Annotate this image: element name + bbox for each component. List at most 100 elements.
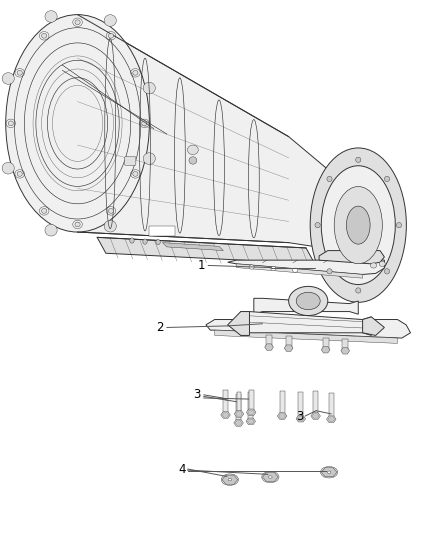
Bar (236, 394, 241, 423)
Polygon shape (247, 409, 256, 416)
Ellipse shape (104, 220, 117, 232)
Ellipse shape (143, 153, 155, 165)
Polygon shape (234, 410, 244, 417)
Ellipse shape (45, 11, 57, 22)
Ellipse shape (315, 222, 320, 228)
Polygon shape (284, 345, 293, 351)
Ellipse shape (104, 15, 117, 26)
Polygon shape (321, 467, 337, 477)
Ellipse shape (327, 269, 332, 274)
Bar (322, 338, 328, 350)
Polygon shape (248, 410, 254, 415)
Ellipse shape (221, 474, 239, 486)
Polygon shape (215, 330, 397, 343)
Ellipse shape (310, 148, 406, 302)
Polygon shape (279, 414, 286, 418)
Ellipse shape (187, 145, 198, 155)
Ellipse shape (133, 70, 138, 75)
Text: 4: 4 (178, 463, 186, 475)
Bar (149, 226, 176, 236)
Bar (266, 335, 272, 347)
Polygon shape (341, 348, 350, 354)
Polygon shape (235, 421, 242, 425)
Polygon shape (277, 413, 287, 419)
Ellipse shape (42, 208, 47, 213)
Ellipse shape (334, 187, 382, 264)
Ellipse shape (142, 121, 147, 126)
Polygon shape (234, 419, 244, 426)
Polygon shape (312, 414, 319, 418)
Polygon shape (221, 411, 230, 418)
Ellipse shape (371, 263, 377, 268)
Ellipse shape (262, 471, 279, 483)
Ellipse shape (133, 172, 138, 176)
Polygon shape (222, 413, 229, 417)
Polygon shape (328, 417, 335, 422)
Ellipse shape (8, 121, 14, 126)
Bar (249, 390, 254, 413)
Ellipse shape (356, 157, 361, 163)
Circle shape (143, 239, 147, 244)
Ellipse shape (385, 269, 390, 274)
Bar (313, 391, 318, 416)
Ellipse shape (75, 20, 80, 25)
Polygon shape (206, 319, 410, 338)
Polygon shape (265, 344, 273, 350)
Ellipse shape (327, 471, 331, 473)
Ellipse shape (2, 72, 14, 84)
Ellipse shape (385, 176, 390, 182)
Text: 3: 3 (194, 389, 201, 401)
Ellipse shape (17, 70, 22, 75)
Ellipse shape (346, 206, 370, 244)
Ellipse shape (268, 476, 272, 478)
Bar (329, 393, 334, 419)
Polygon shape (236, 411, 242, 416)
Ellipse shape (271, 266, 276, 271)
Bar (237, 392, 241, 414)
Ellipse shape (293, 268, 298, 272)
Ellipse shape (321, 466, 338, 478)
Polygon shape (162, 243, 223, 251)
Ellipse shape (143, 82, 155, 94)
Polygon shape (246, 418, 255, 425)
Text: 3: 3 (296, 409, 303, 423)
Ellipse shape (228, 479, 232, 481)
Polygon shape (237, 264, 363, 278)
Ellipse shape (296, 292, 320, 310)
FancyBboxPatch shape (124, 157, 136, 165)
Text: 2: 2 (156, 321, 164, 334)
Bar (280, 391, 285, 416)
Bar (298, 392, 303, 419)
Ellipse shape (75, 222, 80, 227)
Bar (342, 339, 348, 351)
Ellipse shape (108, 208, 113, 213)
Bar (248, 392, 253, 421)
Ellipse shape (189, 157, 197, 164)
Polygon shape (326, 416, 336, 423)
Polygon shape (241, 312, 371, 335)
Ellipse shape (356, 288, 361, 293)
Bar (223, 390, 228, 415)
Ellipse shape (17, 172, 22, 176)
Ellipse shape (321, 166, 395, 285)
Polygon shape (228, 312, 250, 335)
Polygon shape (311, 413, 321, 419)
Text: 1: 1 (198, 259, 205, 272)
Polygon shape (262, 472, 278, 481)
Ellipse shape (2, 163, 14, 174)
Polygon shape (247, 419, 254, 424)
Polygon shape (222, 475, 238, 484)
Bar (286, 336, 292, 348)
Circle shape (156, 239, 160, 245)
Ellipse shape (379, 261, 385, 266)
Polygon shape (363, 317, 385, 335)
Polygon shape (297, 416, 304, 421)
Polygon shape (97, 237, 315, 264)
Polygon shape (319, 251, 385, 264)
Ellipse shape (249, 265, 254, 269)
Ellipse shape (6, 14, 149, 232)
Ellipse shape (108, 34, 113, 38)
Ellipse shape (45, 224, 57, 236)
Ellipse shape (396, 222, 402, 228)
Polygon shape (296, 415, 306, 422)
